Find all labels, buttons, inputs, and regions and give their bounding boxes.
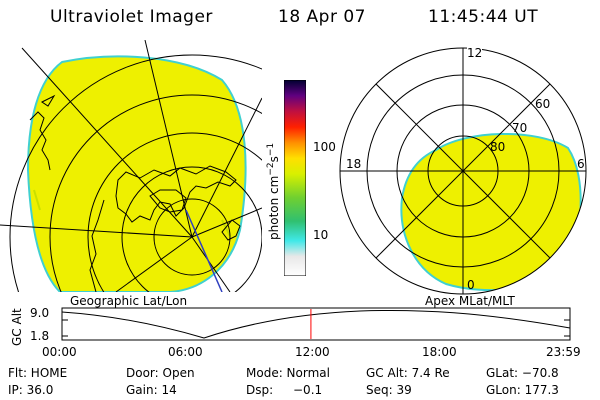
geo-meridian bbox=[115, 236, 193, 292]
geo-coastline bbox=[115, 165, 237, 223]
mlt-label-12: 12 bbox=[467, 46, 483, 60]
polar-panel-label: Apex MLat/MLT bbox=[425, 294, 515, 308]
geo-meridian bbox=[191, 97, 262, 238]
geo-coastline bbox=[29, 94, 56, 171]
mlat-label-80: 80 bbox=[490, 140, 506, 154]
orbit-x-tick-1200: 12:00 bbox=[295, 345, 330, 359]
status-gain: Gain: 14 bbox=[126, 383, 177, 397]
status-door: Door: Open bbox=[126, 366, 195, 380]
orbit-altitude-curve bbox=[61, 309, 571, 339]
status-glon: GLon: 177.3 bbox=[486, 383, 559, 397]
orbit-x-tick-1800: 18:00 bbox=[422, 345, 457, 359]
status-gc-alt: GC Alt: 7.4 Re bbox=[366, 366, 450, 380]
status-glat: GLat: −70.8 bbox=[486, 366, 559, 380]
colorbar-tick-10: 10 bbox=[313, 228, 329, 242]
geo-view-line bbox=[185, 209, 223, 292]
mlt-label-18: 18 bbox=[346, 157, 362, 171]
orbit-x-tick-2359: 23:59 bbox=[546, 345, 581, 359]
mlat-label-60: 60 bbox=[535, 97, 551, 111]
orbit-x-tick-0600: 06:00 bbox=[168, 345, 203, 359]
colorbar bbox=[284, 80, 306, 276]
geo-coastline bbox=[149, 189, 187, 213]
status-dsp-label: Dsp: bbox=[246, 383, 274, 397]
status-mode: Mode: Normal bbox=[246, 366, 330, 380]
time-label: 11:45:44 UT bbox=[428, 7, 539, 27]
mlt-label-6: 6 bbox=[577, 157, 585, 171]
geo-lat-circle bbox=[121, 166, 262, 292]
colorbar-unit-label: photon cm−2s−1 bbox=[266, 142, 281, 240]
geo-emission-region bbox=[26, 55, 247, 292]
orbit-y-bottom: 1.8 bbox=[30, 329, 50, 343]
status-flight: Flt: HOME bbox=[8, 366, 68, 380]
status-ip: IP: 36.0 bbox=[8, 383, 54, 397]
geo-coastline bbox=[221, 219, 241, 241]
geographic-panel-label: Geographic Lat/Lon bbox=[70, 294, 188, 308]
polar-emission-region bbox=[400, 133, 582, 292]
orbit-ylabel: GC Alt bbox=[10, 308, 24, 346]
geo-meridian bbox=[21, 47, 193, 238]
colorbar-tick-100: 100 bbox=[313, 140, 336, 154]
mlat-label-70: 70 bbox=[512, 121, 528, 135]
status-seq: Seq: 39 bbox=[366, 383, 412, 397]
geo-lat-circle bbox=[9, 54, 262, 292]
polar-diagonal bbox=[375, 83, 551, 259]
orbit-plot-frame bbox=[61, 307, 571, 341]
geo-lat-circle bbox=[153, 198, 231, 276]
date-label: 18 Apr 07 bbox=[278, 7, 366, 27]
geo-lat-circle bbox=[49, 94, 262, 292]
orbit-y-top: 9.0 bbox=[30, 306, 50, 320]
mlt-label-0: 0 bbox=[467, 278, 475, 292]
polar-map bbox=[339, 47, 587, 295]
orbit-altitude-plot bbox=[61, 307, 571, 341]
geo-meridian bbox=[191, 236, 231, 292]
instrument-title: Ultraviolet Imager bbox=[50, 7, 213, 27]
orbit-x-tick-0000: 00:00 bbox=[42, 345, 77, 359]
geo-lat-circle bbox=[87, 132, 262, 292]
status-dsp-value: −0.1 bbox=[293, 383, 323, 397]
geo-meridian bbox=[191, 207, 262, 238]
geo-coastline bbox=[89, 199, 105, 292]
geographic-map bbox=[0, 40, 262, 292]
geo-meridian bbox=[0, 224, 193, 238]
